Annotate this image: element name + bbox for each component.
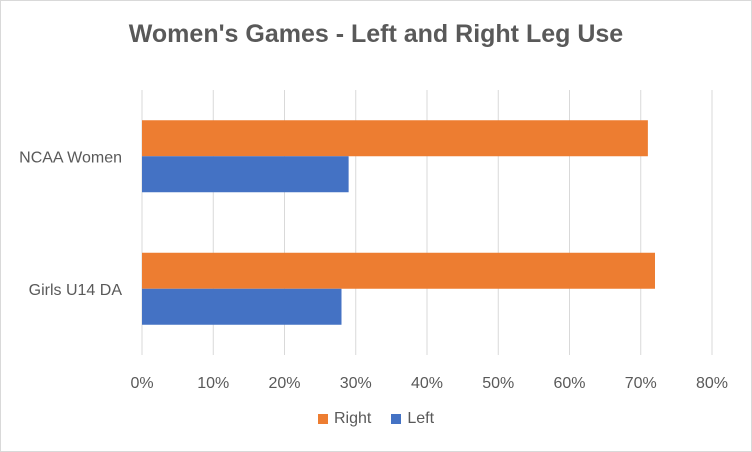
x-tick-label: 20% bbox=[268, 375, 300, 392]
bar-right bbox=[142, 252, 655, 289]
legend-label-right: Right bbox=[333, 410, 372, 427]
category-label: Girls U14 DA bbox=[29, 282, 123, 299]
x-tick-label: 30% bbox=[340, 375, 372, 392]
x-tick-label: 60% bbox=[553, 375, 585, 392]
chart-title: Women's Games - Left and Right Leg Use bbox=[128, 20, 624, 48]
bar-left bbox=[142, 156, 349, 193]
legend-label-left: Left bbox=[407, 410, 435, 427]
bar-right bbox=[142, 120, 648, 157]
x-tick-label: 70% bbox=[625, 375, 657, 392]
legend: Right Left bbox=[0, 410, 752, 428]
x-tick-label: 80% bbox=[696, 375, 728, 392]
x-tick-label: 10% bbox=[197, 375, 229, 392]
x-tick-label: 50% bbox=[482, 375, 514, 392]
legend-item-left: Left bbox=[391, 410, 434, 428]
category-label: NCAA Women bbox=[19, 149, 122, 166]
legend-swatch-right bbox=[317, 414, 328, 424]
x-tick-label: 0% bbox=[130, 375, 153, 392]
x-tick-label: 40% bbox=[411, 375, 443, 392]
legend-item-right: Right bbox=[317, 410, 372, 428]
legend-swatch-left bbox=[391, 414, 402, 424]
bar-left bbox=[142, 288, 342, 325]
